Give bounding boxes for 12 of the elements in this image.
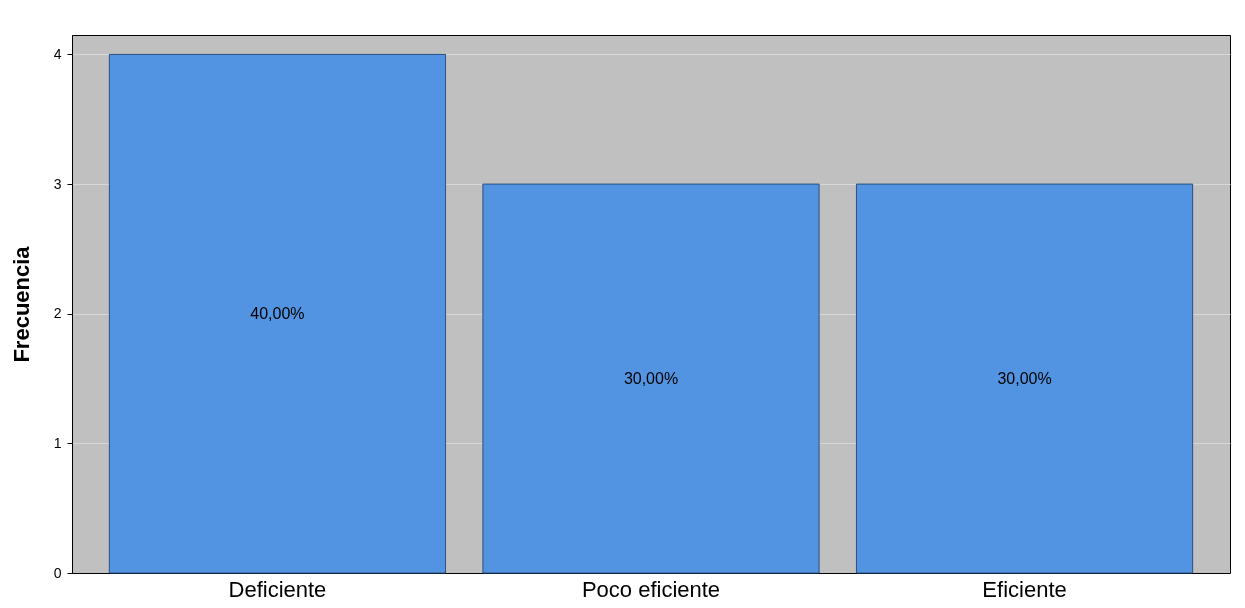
- y-tick-label: 0: [53, 564, 62, 581]
- annotation: 30,00%: [997, 369, 1052, 387]
- x-tick-label: Poco eficiente: [581, 576, 721, 602]
- x-tick-label: Deficiente: [228, 576, 327, 602]
- y-tick-label: 2: [53, 305, 62, 322]
- annotation: 30,00%: [623, 369, 679, 387]
- annotation: 40,00%: [250, 304, 305, 322]
- y-tick-label: 3: [53, 175, 62, 192]
- x-tick-label: Eficiente: [982, 576, 1067, 602]
- y-tick-label: 4: [53, 45, 62, 62]
- y-tick-label: 1: [53, 434, 62, 451]
- y-axis-title: Frecuencia: [8, 245, 34, 363]
